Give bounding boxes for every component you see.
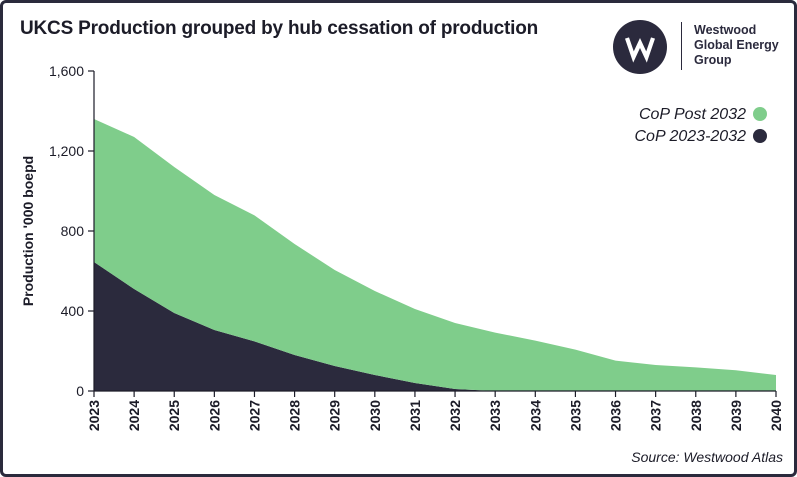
x-tick-label: 2024 (126, 400, 142, 431)
chart-title: UKCS Production grouped by hub cessation… (20, 18, 539, 39)
brand-line-2: Global Energy (694, 38, 779, 52)
y-tick-label: 0 (76, 383, 84, 399)
brand-name: Westwood Global Energy Group (694, 23, 779, 68)
y-axis-title: Production '000 boepd (20, 156, 36, 306)
x-tick-label: 2034 (527, 400, 543, 431)
x-tick-label: 2029 (327, 400, 343, 431)
x-tick-label: 2028 (287, 400, 303, 431)
area-cop-post-2032 (94, 119, 776, 391)
x-tick-label: 2033 (487, 400, 503, 431)
x-tick-label: 2039 (728, 400, 744, 431)
x-tick-label: 2038 (688, 400, 704, 431)
area-cop-2023-2032 (94, 262, 776, 391)
legend-label: CoP 2023-2032 (635, 128, 747, 145)
westwood-logo-icon (613, 20, 667, 74)
x-tick-label: 2023 (86, 400, 102, 431)
brand-line-1: Westwood (694, 23, 757, 37)
x-tick-label: 2035 (567, 400, 583, 431)
x-tick-label: 2026 (206, 400, 222, 431)
x-tick-label: 2025 (166, 400, 182, 431)
x-tick-label: 2030 (367, 400, 383, 431)
x-tick-label: 2031 (407, 400, 423, 431)
x-tick-label: 2036 (608, 400, 624, 431)
x-tick-label: 2027 (246, 400, 262, 431)
x-tick-label: 2032 (447, 400, 463, 431)
y-tick-label: 1,200 (49, 143, 84, 159)
x-tick-label: 2040 (768, 400, 784, 431)
legend-label: CoP Post 2032 (639, 106, 746, 123)
x-tick-label: 2037 (648, 400, 664, 431)
legend-swatch (753, 129, 767, 143)
legend-swatch (753, 107, 767, 121)
y-tick-label: 400 (61, 303, 85, 319)
logo-divider (681, 22, 682, 70)
y-tick-label: 800 (61, 223, 85, 239)
source-note: Source: Westwood Atlas (631, 449, 783, 465)
y-tick-label: 1,600 (49, 63, 84, 79)
brand-line-3: Group (694, 53, 732, 67)
